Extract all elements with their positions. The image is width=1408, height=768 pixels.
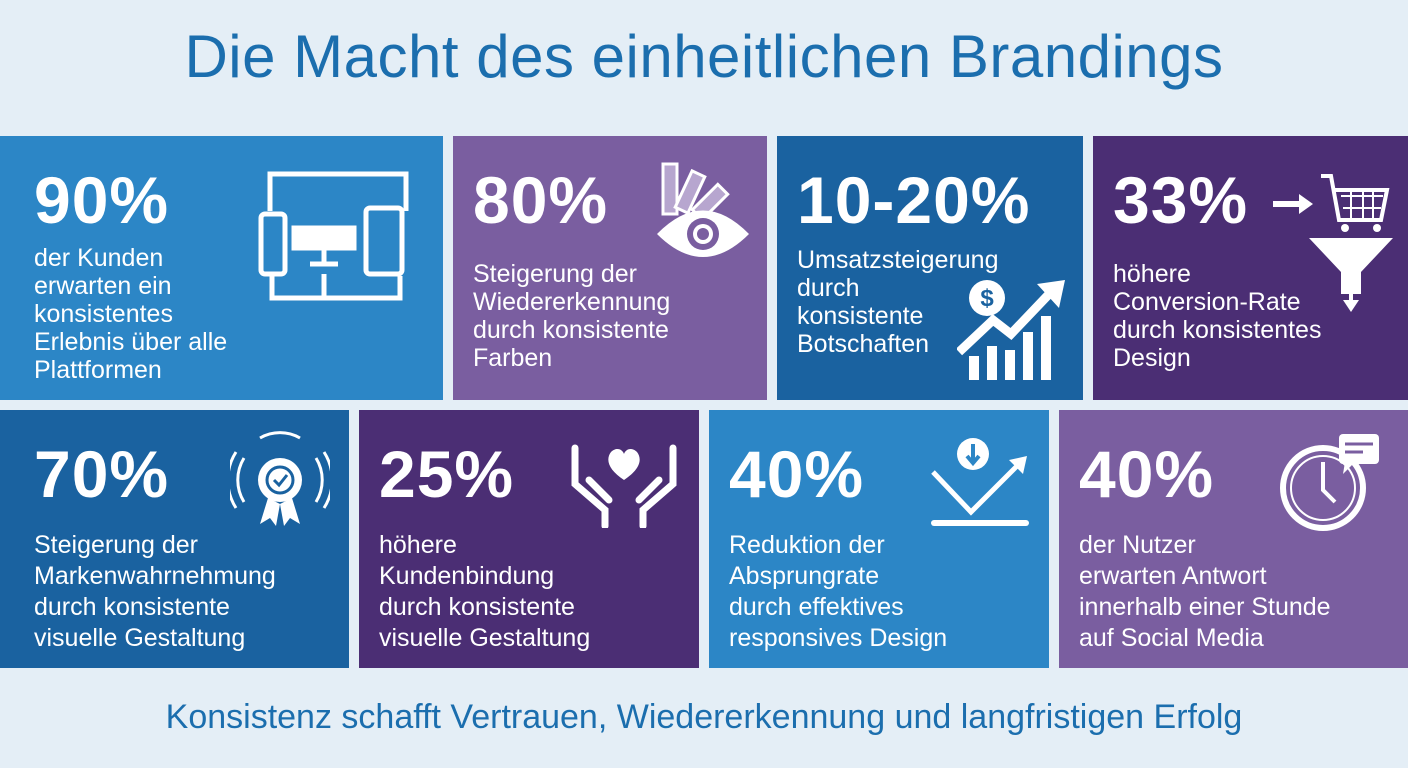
page-title: Die Macht des einheitlichen Brandings [184,23,1224,90]
stat-card-social-response: 40% der Nutzer erwarten Antwort innerhal… [1059,410,1408,668]
stat-text: höhere Kundenbindung durch konsistente v… [379,531,591,652]
stat-value: 33% [1113,163,1249,237]
clock-chat-icon [1280,434,1379,531]
stat-card-recognition: 80% Steigerung der Wiedererkennung durch… [453,136,767,400]
award-badge-icon [230,431,330,526]
stat-text: der Kunden erwarten ein konsistentes Erl… [34,244,228,384]
stat-card-conversion: 33% höhere Conversion-Rate durch konsist… [1093,136,1408,400]
stat-card-revenue: 10-20% Umsatzsteigerung durch konsistent… [777,136,1083,400]
footer-tagline: Konsistenz schafft Vertrauen, Wiedererke… [165,698,1243,736]
cart-funnel-icon [1273,174,1393,312]
stat-value: 10-20% [797,163,1031,237]
stat-text: Steigerung der Markenwahrnehmung durch k… [34,531,276,652]
stat-text: Steigerung der Wiedererkennung durch kon… [473,260,671,372]
devices-icon [258,171,409,301]
stat-value: 90% [34,163,170,237]
stat-text: Reduktion der Absprungrate durch effekti… [729,531,948,652]
stat-card-bounce-rate: 40% Reduktion der Absprungrate durch eff… [709,410,1049,668]
stat-text: Umsatzsteigerung durch konsistente Botsc… [797,246,999,358]
revenue-growth-icon: $ [957,280,1065,380]
stat-text: höhere Conversion-Rate durch konsistente… [1113,260,1322,372]
color-palette-eye-icon [657,162,749,257]
stat-value: 25% [379,437,515,511]
stat-value: 40% [729,437,865,511]
stat-value: 70% [34,437,170,511]
stat-text: der Nutzer erwarten Antwort innerhalb ei… [1079,531,1331,652]
stat-card-retention: 25% höhere Kundenbindung durch konsisten… [359,410,699,668]
stat-value: 80% [473,163,609,237]
stat-card-brand-perception: 70% Steigerung der Markenwahrnehmung dur… [0,410,349,668]
heart-hands-icon [571,444,677,528]
svg-text:$: $ [980,285,994,312]
stat-value: 40% [1079,437,1215,511]
stat-card-platforms: 90% der Kunden erwarten ein konsistentes… [0,136,443,400]
bounce-reduction-icon [931,438,1029,526]
